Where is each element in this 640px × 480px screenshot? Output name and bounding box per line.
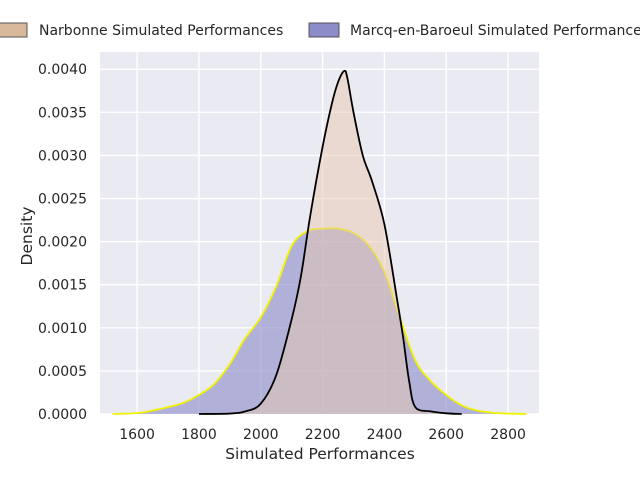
x-axis-ticks: 1600 1800 2000 2200 2400 2600 2800: [119, 427, 526, 443]
y-tick-label: 0.0035: [38, 105, 87, 121]
legend-label-narbonne: Narbonne Simulated Performances: [39, 23, 283, 39]
y-tick-label: 0.0025: [38, 192, 87, 208]
y-tick-label: 0.0030: [38, 148, 87, 164]
y-tick-label: 0.0020: [38, 235, 87, 251]
y-axis-ticks: 0.0000 0.0005 0.0010 0.0015 0.0020 0.0025 0.00…: [38, 62, 87, 423]
x-tick-label: 1800: [181, 427, 217, 443]
y-tick-label: 0.0010: [38, 321, 87, 337]
density-area-narbonne: [198, 70, 462, 414]
legend-swatch-narbonne: [0, 22, 28, 38]
y-tick-label: 0.0040: [38, 62, 87, 78]
series-layer: [112, 69, 527, 415]
y-tick-label: 0.0015: [38, 278, 87, 294]
legend-label-marcq: Marcq-en-Baroeul Simulated Performances: [350, 23, 640, 39]
x-tick-label: 2400: [367, 427, 403, 443]
x-axis-label: Simulated Performances: [225, 445, 415, 463]
x-tick-label: 2800: [490, 427, 526, 443]
y-tick-label: 0.0000: [38, 407, 87, 423]
y-tick-label: 0.0005: [38, 364, 87, 380]
x-tick-label: 1600: [119, 427, 155, 443]
x-tick-label: 2600: [428, 427, 464, 443]
y-axis-label: Density: [18, 207, 36, 266]
density-line-narbonne: [198, 69, 462, 415]
legend-swatch-marcq: [308, 22, 340, 38]
x-tick-label: 2200: [305, 427, 341, 443]
legend: Narbonne Simulated Performances Marcq-en…: [0, 22, 640, 39]
x-tick-label: 2000: [243, 427, 279, 443]
